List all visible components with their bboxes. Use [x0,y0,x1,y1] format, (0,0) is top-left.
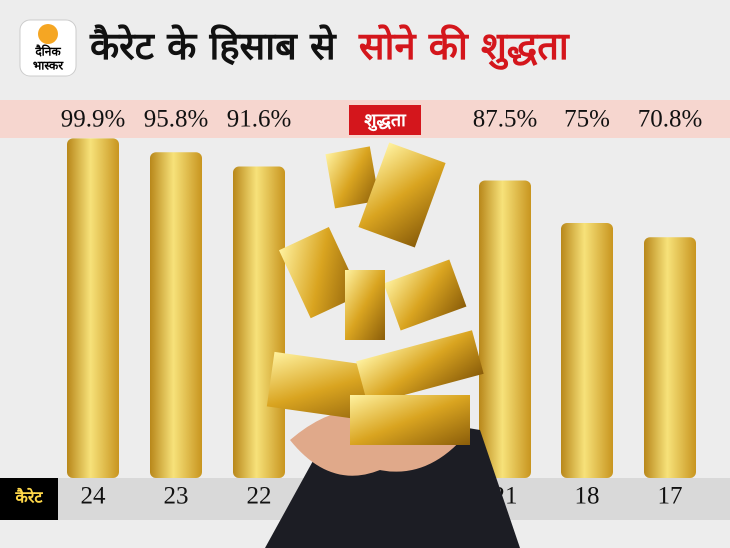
x-tick-label: 18 [575,483,600,510]
value-label: 70.8% [638,106,703,133]
bar [561,223,613,478]
value-axis-label-box [349,105,421,135]
title-part: कैरेट के हिसाब से [89,24,337,68]
chart-title: कैरेट के हिसाब से सोने की शुद्धता [89,24,570,70]
value-label: 87.5% [473,106,538,133]
category-axis-label-box [0,478,58,520]
x-tick-label: 24 [81,483,107,510]
bar [150,152,202,478]
logo-text: भास्कर [33,59,64,73]
value-label: 99.9% [61,106,126,133]
illustration [265,142,520,548]
x-tick-label: 22 [247,483,272,510]
bar [67,138,119,478]
bar [479,180,531,478]
bar [233,166,285,478]
x-tick-label: 23 [164,483,189,510]
x-tick-label: 17 [658,483,683,510]
category-axis-label: कैरेट [15,488,44,507]
value-label: 91.6% [227,106,292,133]
logo-text: दैनिक [34,45,61,59]
value-label: 75% [564,106,610,133]
logo-box [19,19,77,77]
value-label: 95.8% [144,106,209,133]
logo-sun [38,24,58,44]
value-axis-label: शुद्धता [364,110,407,132]
bar [644,237,696,478]
title-part: सोने की शुद्धता [358,24,570,70]
